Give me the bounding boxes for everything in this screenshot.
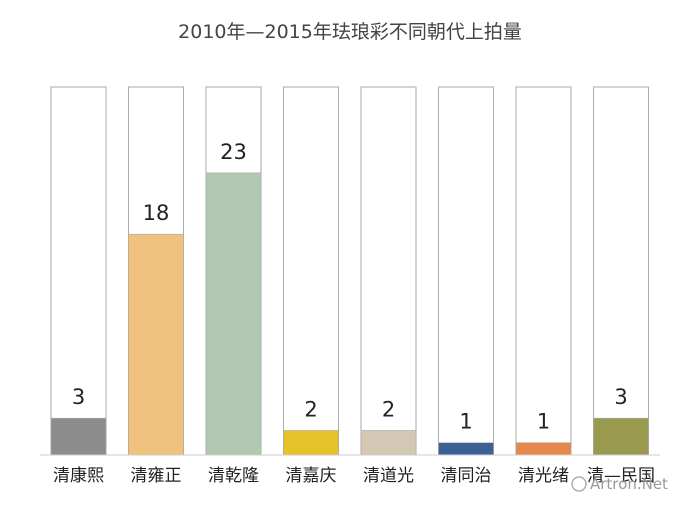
watermark-logo-icon xyxy=(571,476,587,492)
bar-frame xyxy=(593,86,649,456)
bar xyxy=(50,417,107,456)
bar xyxy=(360,430,417,456)
data-label: 3 xyxy=(614,385,627,409)
bar xyxy=(593,417,649,456)
bar-frame xyxy=(438,86,494,456)
category-label: 清道光 xyxy=(363,466,414,486)
data-label: 23 xyxy=(220,140,247,164)
category-label: 清—民国 xyxy=(587,466,655,486)
bar-frame xyxy=(50,86,107,456)
bar-frame xyxy=(515,86,572,456)
bar-frame xyxy=(283,86,339,456)
data-label: 2 xyxy=(382,397,395,421)
bar xyxy=(283,430,339,456)
data-label: 3 xyxy=(72,385,85,409)
bar xyxy=(128,233,184,456)
category-label: 清光绪 xyxy=(518,466,569,486)
category-label: 清嘉庆 xyxy=(286,466,337,486)
bar xyxy=(438,442,494,456)
data-label: 18 xyxy=(143,201,170,225)
watermark-text: Artron.Net xyxy=(590,475,668,493)
chart-title: 2010年—2015年珐琅彩不同朝代上拍量 xyxy=(178,21,522,43)
category-label: 清雍正 xyxy=(131,466,182,486)
bar xyxy=(515,442,572,456)
category-label: 清康熙 xyxy=(53,466,104,486)
category-label: 清同治 xyxy=(441,466,492,486)
data-label: 2 xyxy=(304,397,317,421)
bar-frame xyxy=(360,86,417,456)
watermark: Artron.Net xyxy=(571,475,668,493)
category-label: 清乾隆 xyxy=(208,466,259,486)
data-label: 1 xyxy=(459,410,472,434)
data-label: 1 xyxy=(537,410,550,434)
bars-group: 3 清康熙 18 清雍正 23 清乾隆 2 清嘉庆 2 清道光 1 清同治 1 清光绪 3 清—民国 xyxy=(50,86,655,486)
bar xyxy=(205,172,262,456)
